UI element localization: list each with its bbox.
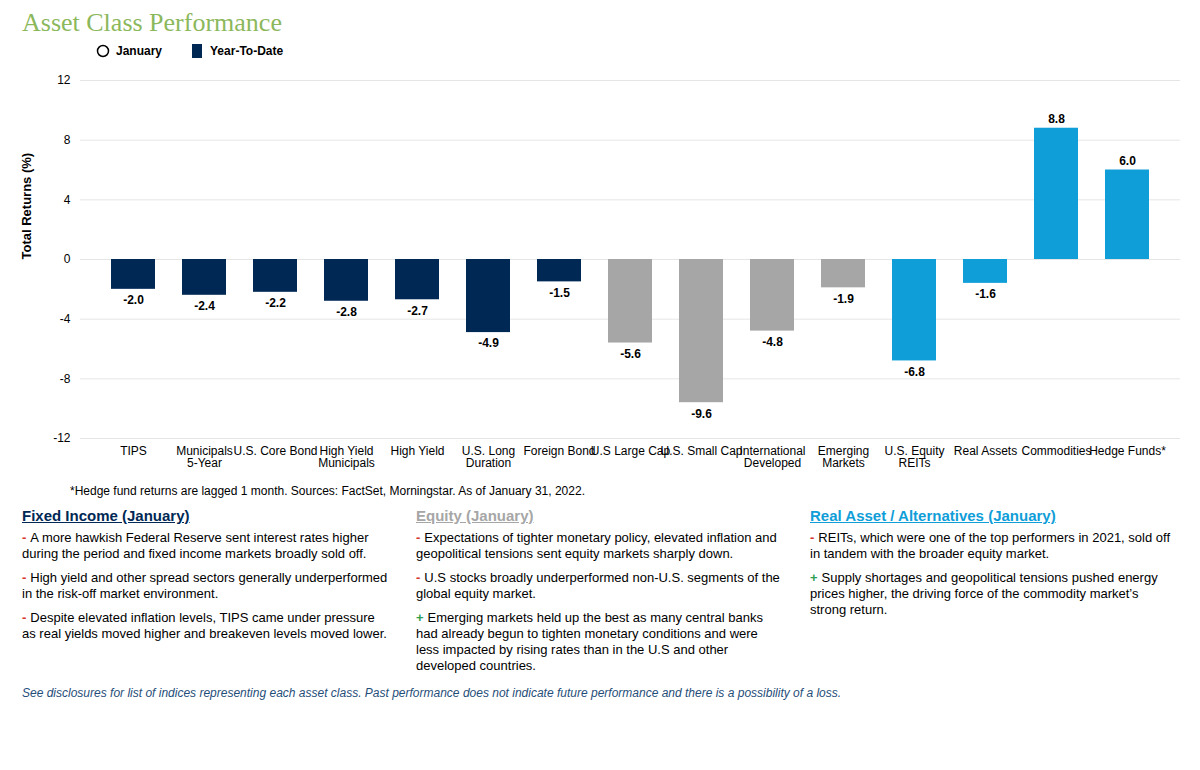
svg-text:U.S. Small Cap: U.S. Small Cap (660, 444, 742, 458)
svg-text:-2.2: -2.2 (265, 296, 286, 310)
svg-text:Hedge Funds*: Hedge Funds* (1089, 444, 1166, 458)
svg-text:Commodities: Commodities (1021, 444, 1091, 458)
svg-text:4: 4 (64, 193, 71, 207)
svg-text:U.S. EquityREITs: U.S. EquityREITs (884, 444, 944, 470)
svg-text:-2.8: -2.8 (336, 305, 357, 319)
svg-text:TIPS: TIPS (120, 444, 147, 458)
svg-text:-4: -4 (60, 312, 71, 326)
html-text:Year-To-Date: Year-To-Date (210, 44, 284, 58)
svg-text:-1.5: -1.5 (549, 286, 570, 300)
html-text:+ Supply shortages and geopoli: + Supply shortages and geopolitical tens… (810, 570, 1158, 617)
html-text:Asset Class Performance: Asset Class Performance (22, 8, 282, 37)
svg-text:-9.6: -9.6 (691, 407, 712, 421)
html-text:See disclosures for list of in: See disclosures for list of indices repr… (22, 686, 842, 700)
svg-text:-6.8: -6.8 (904, 365, 925, 379)
html-text:*Hedge fund returns are lagged: *Hedge fund returns are lagged 1 month. … (70, 484, 585, 498)
svg-text:-5.6: -5.6 (620, 347, 641, 361)
svg-text:-2.4: -2.4 (194, 299, 215, 313)
html-text:- U.S stocks broadly underperf: - U.S stocks broadly underperformed non-… (416, 570, 780, 601)
svg-text:-12: -12 (53, 431, 71, 445)
svg-text:U.S Large Cap: U.S Large Cap (591, 444, 671, 458)
svg-text:Municipals5-Year: Municipals5-Year (176, 444, 233, 470)
html-text:- REITs, which were one of the: - REITs, which were one of the top perfo… (810, 530, 1170, 561)
svg-text:High YieldMunicipals: High YieldMunicipals (318, 444, 375, 470)
svg-text:0: 0 (64, 252, 71, 266)
svg-text:8: 8 (64, 133, 71, 147)
svg-text:-1.9: -1.9 (833, 292, 854, 306)
html-text:January: January (116, 44, 162, 58)
svg-text:8.8: 8.8 (1048, 112, 1065, 126)
html-text:Fixed Income (January): Fixed Income (January) (22, 507, 190, 524)
svg-text:6.0: 6.0 (1119, 154, 1136, 168)
html-text:- Expectations of tighter mone: - Expectations of tighter monetary polic… (416, 530, 777, 561)
svg-text:-2.0: -2.0 (123, 293, 144, 307)
svg-text:U.S. Core Bond: U.S. Core Bond (233, 444, 317, 458)
svg-text:High Yield: High Yield (390, 444, 444, 458)
svg-text:-4.8: -4.8 (762, 335, 783, 349)
html-text:Real Asset / Alternatives (Jan: Real Asset / Alternatives (January) (810, 507, 1056, 524)
html-text:- Despite elevated inflation l: - Despite elevated inflation levels, TIP… (22, 610, 387, 641)
svg-text:-8: -8 (60, 372, 71, 386)
svg-text:-2.7: -2.7 (407, 304, 428, 318)
svg-text:12: 12 (57, 73, 71, 87)
svg-text:Foreign Bond: Foreign Bond (523, 444, 595, 458)
svg-text:-4.9: -4.9 (478, 336, 499, 350)
svg-text:InternationalDeveloped: InternationalDeveloped (739, 444, 805, 470)
html-text:Equity (January): Equity (January) (416, 507, 534, 524)
html-text:+ Emerging markets held up the: + Emerging markets held up the best as m… (416, 610, 763, 673)
svg-text:-1.6: -1.6 (975, 287, 996, 301)
svg-text:Total Returns (%): Total Returns (%) (19, 153, 34, 260)
svg-text:U.S. LongDuration: U.S. LongDuration (462, 444, 515, 470)
svg-text:EmergingMarkets: EmergingMarkets (818, 444, 869, 470)
html-text:- A more hawkish Federal Reser: - A more hawkish Federal Reserve sent in… (22, 530, 369, 561)
html-text:- High yield and other spread: - High yield and other spread sectors ge… (22, 570, 388, 601)
svg-text:Real Assets: Real Assets (954, 444, 1017, 458)
